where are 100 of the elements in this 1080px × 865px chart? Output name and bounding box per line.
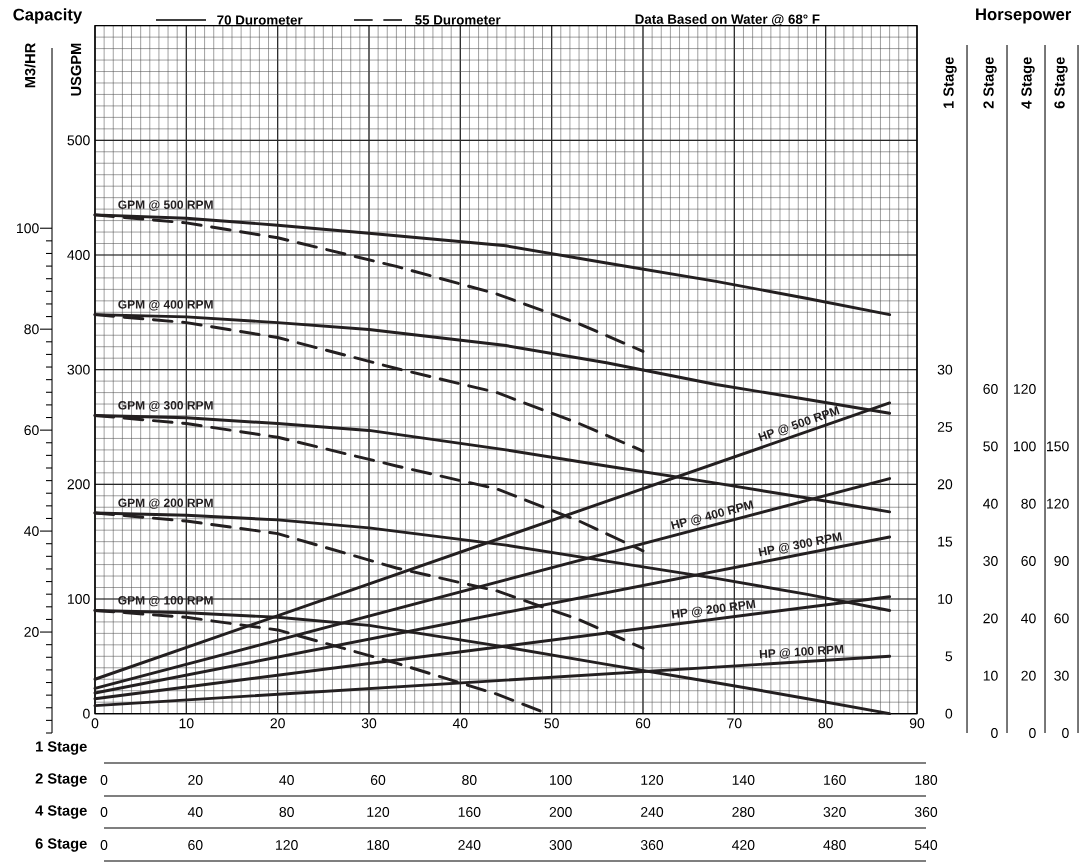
y2-axis-title: M3/HR bbox=[24, 43, 36, 88]
text: HP @ 400 RPM bbox=[670, 500, 754, 530]
x-tick-label: 50 bbox=[544, 718, 559, 729]
y3-tick-label: 5 bbox=[945, 651, 953, 662]
y3-tick-label: 60 bbox=[1054, 613, 1069, 624]
text: HP @ 300 RPM bbox=[758, 532, 842, 557]
y-tick-label: 20 bbox=[983, 613, 998, 624]
x-tick-label: 120 bbox=[367, 807, 390, 817]
x-tick-label: 60 bbox=[635, 718, 651, 729]
series-label: GPM @ 500 RPM bbox=[118, 200, 213, 211]
x-axis-title: 4 Stage bbox=[35, 805, 87, 819]
x-tick-label: 160 bbox=[458, 807, 481, 817]
x2-tick-label: 360 bbox=[640, 840, 664, 850]
x2-tick-label: 0 bbox=[100, 840, 108, 850]
x-tick-label: 80 bbox=[279, 807, 294, 817]
text: Horsepower bbox=[976, 8, 1072, 24]
y2-tick-label: 40 bbox=[1021, 613, 1036, 624]
y2-tick-label: 80 bbox=[1021, 498, 1036, 509]
y3-tick-label: 30 bbox=[1054, 670, 1069, 681]
y-tick-label: 100 bbox=[67, 594, 90, 604]
x2-tick-label: 540 bbox=[914, 840, 938, 850]
x2-tick-label: 140 bbox=[732, 775, 755, 785]
y-tick-label: 300 bbox=[67, 364, 90, 375]
y2-tick-label: 100 bbox=[17, 223, 39, 234]
x-tick-label: 70 bbox=[727, 718, 742, 729]
x2-tick-label: 60 bbox=[188, 840, 203, 850]
y-tick-label: 200 bbox=[67, 479, 90, 490]
text: Capacity bbox=[13, 8, 83, 24]
x-tick-label: 80 bbox=[818, 718, 833, 729]
series-label: HP @ 100 RPM bbox=[759, 644, 844, 659]
y2-tick-label: 80 bbox=[24, 324, 39, 335]
y-tick-label: 400 bbox=[67, 250, 90, 260]
y3-tick-label: 20 bbox=[937, 479, 953, 490]
x2-tick-label: 160 bbox=[824, 775, 846, 785]
y-tick-label: 40 bbox=[983, 498, 998, 509]
y2-tick-label: 0 bbox=[1029, 728, 1036, 738]
y2-tick-label: 60 bbox=[1021, 556, 1036, 566]
x2-tick-label: 180 bbox=[367, 840, 390, 850]
x-tick-label: 10 bbox=[179, 718, 194, 729]
x2-tick-label: 300 bbox=[549, 840, 572, 850]
x2-axis-title: 2 Stage bbox=[35, 773, 87, 787]
x2-tick-label: 100 bbox=[550, 775, 572, 785]
y3-tick-label: 10 bbox=[938, 594, 953, 604]
x2-tick-label: 240 bbox=[458, 840, 481, 850]
y3-tick-label: 30 bbox=[937, 364, 953, 375]
y-tick-label: 50 bbox=[983, 441, 998, 452]
y3-axis-title: 1 Stage bbox=[943, 57, 957, 108]
series-label: GPM @ 300 RPM bbox=[118, 400, 213, 412]
x2-tick-label: 420 bbox=[731, 840, 755, 850]
x2-tick-label: 0 bbox=[100, 775, 108, 785]
y3-axis-title: 6 Stage bbox=[1054, 57, 1068, 109]
x-tick-label: 240 bbox=[641, 807, 664, 817]
x2-axis-title: 6 Stage bbox=[35, 838, 87, 852]
text: HP @ 500 RPM bbox=[758, 406, 840, 442]
y-tick-label: 0 bbox=[83, 708, 90, 719]
x2-tick-label: 80 bbox=[462, 775, 477, 785]
y2-tick-label: 20 bbox=[1021, 670, 1036, 681]
x-tick-label: 40 bbox=[187, 807, 203, 817]
x-tick-label: 320 bbox=[823, 807, 846, 817]
y2-tick-label: 20 bbox=[24, 627, 39, 638]
x-tick-label: 20 bbox=[270, 718, 285, 729]
y2-tick-label: 120 bbox=[1014, 384, 1036, 394]
text: 55 Durometer bbox=[415, 15, 501, 25]
series-label: GPM @ 200 RPM bbox=[118, 498, 213, 509]
x-tick-label: 90 bbox=[909, 718, 925, 729]
y2-tick-label: 60 bbox=[24, 425, 39, 436]
series-label: GPM @ 400 RPM bbox=[118, 300, 213, 311]
y3-tick-label: 90 bbox=[1054, 556, 1069, 566]
x2-tick-label: 40 bbox=[279, 775, 294, 785]
y3-tick-label: 120 bbox=[1047, 498, 1069, 509]
x2-tick-label: 180 bbox=[915, 775, 938, 785]
y3-tick-label: 25 bbox=[937, 422, 953, 432]
x-tick-label: 200 bbox=[549, 807, 572, 817]
y2-axis-title: 4 Stage bbox=[1021, 57, 1035, 109]
y-tick-label: 60 bbox=[983, 384, 998, 394]
x2-tick-label: 60 bbox=[370, 775, 386, 785]
y2-tick-label: 100 bbox=[1014, 441, 1036, 452]
x2-tick-label: 20 bbox=[188, 775, 203, 785]
x2-tick-label: 480 bbox=[823, 840, 846, 850]
x-tick-label: 360 bbox=[914, 807, 938, 817]
y3-tick-label: 15 bbox=[938, 536, 953, 547]
y-tick-label: 0 bbox=[991, 728, 998, 738]
x-tick-label: 30 bbox=[361, 718, 377, 729]
x2-tick-label: 120 bbox=[641, 775, 664, 785]
y3-tick-label: 0 bbox=[945, 708, 953, 719]
x-tick-label: 40 bbox=[452, 718, 468, 729]
x-tick-label: 0 bbox=[100, 807, 108, 817]
y-tick-label: 30 bbox=[983, 556, 998, 566]
x-tick-label: 0 bbox=[91, 718, 99, 729]
y-tick-label: 500 bbox=[67, 135, 90, 146]
x2-tick-label: 120 bbox=[276, 840, 298, 850]
y-axis-title: 2 Stage bbox=[983, 57, 997, 109]
text: HP @ 200 RPM bbox=[671, 599, 756, 619]
x-axis-title: 1 Stage bbox=[36, 741, 87, 755]
text: 70 Durometer bbox=[217, 15, 303, 25]
y2-tick-label: 40 bbox=[24, 526, 39, 537]
y-tick-label: 10 bbox=[983, 670, 998, 681]
y-axis-title: USGPM bbox=[70, 43, 82, 96]
y3-tick-label: 0 bbox=[1062, 728, 1069, 738]
x-tick-label: 280 bbox=[732, 807, 755, 817]
